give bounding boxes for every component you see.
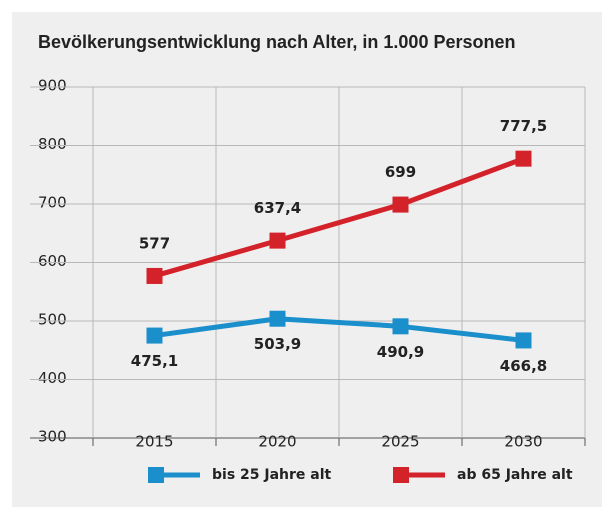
marker [146,327,163,344]
legend-marker [148,467,164,483]
series-line [154,316,524,343]
value-label: 490,9 [377,343,424,361]
value-label: 637,4 [254,199,301,217]
marker [146,267,163,284]
x-tick-label: 2020 [258,433,296,451]
marker [269,310,286,327]
legend-label: ab 65 Jahre alt [457,467,573,483]
value-label: 777,5 [500,117,547,135]
legend-label: bis 25 Jahre alt [212,467,332,483]
y-tick-label: 300 [38,428,67,446]
value-label: 503,9 [254,335,301,353]
marker [269,232,286,249]
y-tick-label: 800 [38,135,67,153]
x-tick-label: 2015 [135,433,173,451]
marker [515,150,532,167]
y-tick-label: 600 [38,252,67,270]
y-tick-label: 900 [38,77,67,95]
value-label: 699 [385,163,416,181]
background [12,12,602,507]
marker [515,332,532,349]
y-tick-label: 400 [38,369,67,387]
y-tick-label: 500 [38,311,67,329]
y-tick-label: 700 [38,194,67,212]
value-label: 577 [139,234,170,252]
x-tick-label: 2025 [381,433,419,451]
marker [392,318,409,335]
series-line [153,156,525,279]
value-label: 466,8 [500,357,547,375]
value-label: 475,1 [131,352,178,370]
x-tick-label: 2030 [504,433,542,451]
legend-marker [393,467,409,483]
chart-title: Bevölkerungsentwicklung nach Alter, in 1… [38,32,515,52]
marker [392,196,409,213]
